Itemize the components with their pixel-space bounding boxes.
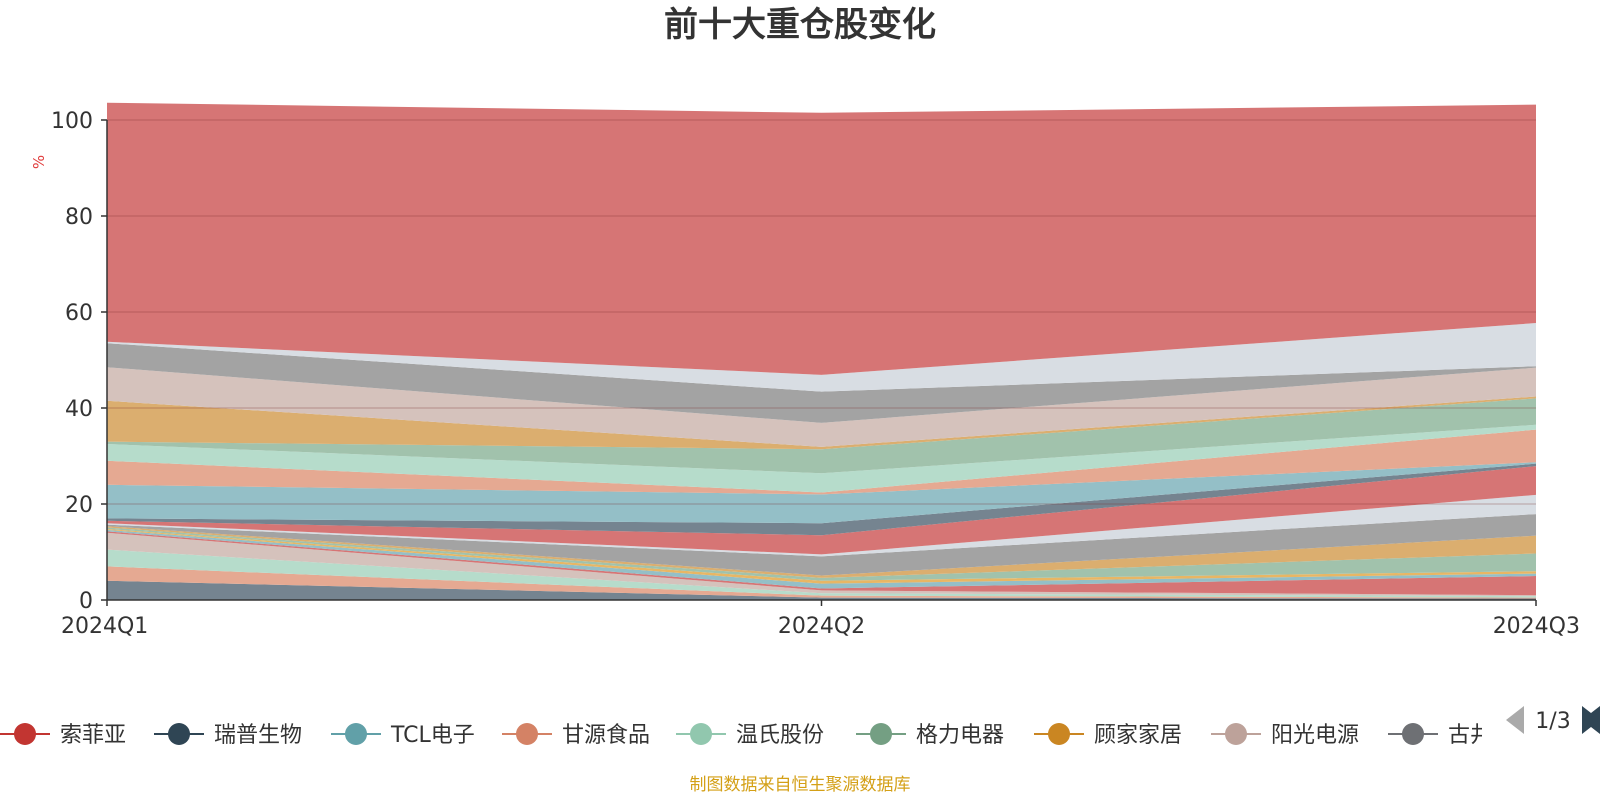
- legend-label: 瑞普生物: [214, 723, 302, 748]
- legend-marker: [345, 723, 367, 745]
- area-band: [107, 462, 1536, 524]
- legend-marker: [1225, 723, 1247, 745]
- y-tick-label: 80: [65, 205, 93, 230]
- area-band: [107, 398, 1536, 474]
- legend-label: 温氏股份: [736, 723, 824, 748]
- legend[interactable]: 索菲亚 瑞普生物 TCL电子 甘源食品 温氏股份 格力电器 顾家家居 阳光电源 古井贡酒: [0, 723, 1536, 748]
- legend-label: 顾家家居: [1094, 723, 1182, 748]
- legend-label: 甘源食品: [562, 723, 650, 748]
- area-band: [107, 102, 1536, 375]
- area-band: [107, 323, 1536, 392]
- legend-label: 索菲亚: [60, 723, 126, 748]
- legend-item[interactable]: 阳光电源: [1211, 723, 1359, 748]
- x-tick-label: 2024Q3: [1493, 614, 1580, 639]
- area-band: [107, 514, 1536, 576]
- area-band: [107, 531, 1536, 596]
- legend-marker: [870, 723, 892, 745]
- legend-item[interactable]: 古井贡酒: [1388, 723, 1536, 748]
- legend-item[interactable]: 格力电器: [856, 723, 1004, 748]
- legend-item[interactable]: TCL电子: [331, 723, 475, 748]
- legend-item[interactable]: 索菲亚: [0, 723, 126, 748]
- y-tick-label: 20: [65, 493, 93, 518]
- legend-item[interactable]: 瑞普生物: [154, 723, 302, 748]
- legend-label: TCL电子: [390, 723, 475, 748]
- legend-marker: [690, 723, 712, 745]
- legend-marker: [1402, 723, 1424, 745]
- x-tick-label: 2024Q1: [61, 614, 148, 639]
- chart-title: 前十大重仓股变化: [664, 5, 936, 45]
- legend-marker: [1048, 723, 1070, 745]
- legend-marker: [168, 723, 190, 745]
- area-band: [107, 466, 1536, 555]
- y-tick-label: 40: [65, 397, 93, 422]
- data-source-note: 制图数据来自恒生聚源数据库: [690, 775, 911, 795]
- area-band: [107, 429, 1536, 495]
- y-tick-label: 0: [79, 589, 93, 614]
- grid-lines: [107, 119, 1536, 505]
- x-tick-label: 2024Q2: [778, 614, 865, 639]
- area-band: [107, 580, 1536, 600]
- legend-page-indicator: 1/3: [1535, 709, 1570, 734]
- y-tick-label: 60: [65, 301, 93, 326]
- legend-label: 格力电器: [916, 723, 1004, 748]
- legend-item[interactable]: 顾家家居: [1034, 723, 1182, 748]
- area-band: [107, 424, 1536, 493]
- legend-marker: [516, 723, 538, 745]
- triangle-left-icon[interactable]: [1506, 706, 1524, 734]
- legend-pager: 1/3: [1506, 706, 1600, 734]
- x-axis-ticks: 2024Q1 2024Q2 2024Q3: [61, 600, 1580, 639]
- legend-label: 古井贡酒: [1448, 723, 1536, 748]
- area-band: [107, 494, 1536, 557]
- y-tick-label: 100: [51, 109, 93, 134]
- legend-label: 阳光电源: [1271, 723, 1359, 748]
- area-band: [107, 526, 1536, 578]
- legend-item[interactable]: 甘源食品: [502, 723, 650, 748]
- triangle-right-icon-shape: [1582, 706, 1600, 734]
- legend-marker: [14, 723, 36, 745]
- area-band: [107, 367, 1536, 447]
- area-bands: [107, 102, 1536, 600]
- area-band: [107, 396, 1536, 450]
- area-band: [107, 532, 1536, 597]
- area-band: [107, 343, 1536, 423]
- y-axis-unit: %: [30, 155, 48, 169]
- legend-item[interactable]: 温氏股份: [676, 723, 824, 748]
- y-axis-ticks: 0 20 40 60 80 100: [51, 109, 107, 614]
- area-band: [107, 549, 1536, 598]
- area-band: [107, 527, 1536, 581]
- area-band: [107, 566, 1536, 599]
